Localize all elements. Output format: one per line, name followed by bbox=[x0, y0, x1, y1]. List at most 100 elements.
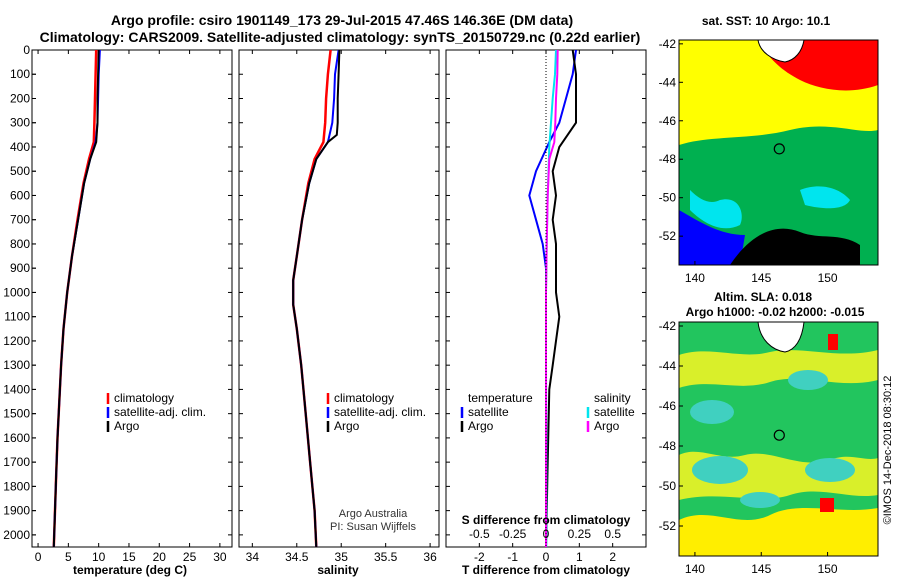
depth-tick-label: 900 bbox=[10, 261, 30, 275]
depth-tick-label: 600 bbox=[10, 188, 30, 202]
depth-tick-label: 1100 bbox=[4, 310, 30, 324]
x-tick-label: 2 bbox=[609, 550, 616, 564]
series-line bbox=[292, 49, 340, 548]
legend-label: satellite bbox=[594, 405, 635, 419]
map-y-tick-label: -42 bbox=[659, 37, 677, 51]
x-tick-label: 5 bbox=[65, 550, 72, 564]
depth-tick-label: 2000 bbox=[3, 528, 30, 542]
x-tick-label: 10 bbox=[92, 550, 106, 564]
altimetry-title-line1: Altim. SLA: 0.018 bbox=[714, 290, 812, 304]
map-y-tick-label: -48 bbox=[659, 152, 677, 166]
map-x-tick-label: 140 bbox=[685, 562, 705, 576]
series-line bbox=[52, 49, 98, 548]
altimetry-map bbox=[679, 322, 878, 556]
secondary-tick-label: 0.5 bbox=[604, 527, 621, 541]
salinity-difference-ticks: -0.5 -0.25 0 0.25 0.5 bbox=[469, 527, 621, 541]
depth-axis: 0 100 200 300 400 500 600 700 800 900 1000 1100 1200… bbox=[3, 43, 36, 542]
x-tick-label: 20 bbox=[153, 550, 167, 564]
map-y-tick-label: -44 bbox=[659, 75, 677, 89]
altimetry-map-axes: 140 145 150 -42 -44 -46 -48 -50 -52 bbox=[659, 319, 838, 576]
temperature-plot: 0 5 10 15 20 25 30 bbox=[32, 49, 232, 564]
altimetry-map-frame bbox=[678, 321, 879, 557]
sst-map-title: sat. SST: 10 Argo: 10.1 bbox=[702, 14, 831, 28]
map-y-tick-label: -50 bbox=[659, 191, 677, 205]
depth-tick-label: 1800 bbox=[3, 479, 30, 493]
series-line bbox=[545, 49, 577, 548]
legend-title: temperature bbox=[468, 391, 533, 405]
map-y-tick-label: -50 bbox=[659, 479, 677, 493]
legend-label: Argo bbox=[468, 419, 494, 433]
depth-tick-label: 500 bbox=[10, 164, 30, 178]
credit-line2: PI: Susan Wijffels bbox=[330, 521, 416, 533]
altimetry-title-line2: Argo h1000: -0.02 h2000: -0.015 bbox=[686, 305, 865, 319]
legend-label: climatology bbox=[334, 391, 394, 405]
depth-tick-label: 1700 bbox=[3, 455, 30, 469]
x-tick-label: 0 bbox=[543, 550, 550, 564]
x-tick-label: 34 bbox=[246, 550, 260, 564]
salinity-panel-frame bbox=[238, 49, 440, 548]
legend-label: Argo bbox=[114, 419, 140, 433]
map-x-tick-label: 150 bbox=[818, 271, 838, 285]
legend-title: salinity bbox=[594, 391, 631, 405]
legend-label: satellite bbox=[468, 405, 509, 419]
legend-label: Argo bbox=[334, 419, 360, 433]
map-x-tick-label: 145 bbox=[751, 271, 771, 285]
x-tick-label: 34.5 bbox=[285, 550, 309, 564]
sst-map bbox=[679, 40, 878, 265]
temperature-x-label: temperature (deg C) bbox=[73, 563, 187, 577]
map-y-tick-label: -42 bbox=[659, 319, 677, 333]
depth-tick-label: 800 bbox=[10, 237, 30, 251]
depth-tick-label: 1200 bbox=[3, 334, 30, 348]
map-x-tick-label: 145 bbox=[751, 562, 771, 576]
argo-position-marker-2 bbox=[773, 429, 785, 441]
secondary-tick-label: 0 bbox=[543, 527, 550, 541]
depth-tick-label: 1900 bbox=[3, 504, 30, 518]
depth-tick-label: 200 bbox=[10, 91, 30, 105]
map-y-tick-label: -52 bbox=[659, 229, 677, 243]
depth-tick-label: 1000 bbox=[3, 285, 30, 299]
x-tick-label: 35.5 bbox=[374, 550, 398, 564]
series-line bbox=[528, 49, 577, 547]
depth-tick-label: 0 bbox=[23, 43, 30, 57]
x-tick-label: 0 bbox=[35, 550, 42, 564]
secondary-tick-label: 0.25 bbox=[568, 527, 592, 541]
map-y-tick-label: -52 bbox=[659, 519, 677, 533]
salinity-difference-label: S difference from climatology bbox=[462, 513, 631, 527]
imos-stamp: ©IMOS 14-Dec-2018 08:30:12 bbox=[882, 376, 894, 525]
x-tick-label: 15 bbox=[122, 550, 136, 564]
depth-tick-label: 1600 bbox=[3, 431, 30, 445]
map-x-tick-label: 140 bbox=[685, 271, 705, 285]
secondary-tick-label: -0.25 bbox=[499, 527, 527, 541]
sst-map-frame bbox=[678, 39, 879, 266]
depth-tick-label: 400 bbox=[10, 140, 30, 154]
depth-tick-label: 300 bbox=[10, 116, 30, 130]
x-tick-label: -1 bbox=[507, 550, 518, 564]
series-line bbox=[292, 49, 341, 548]
salinity-x-label: salinity bbox=[317, 563, 359, 577]
difference-plot: -2 -1 0 1 2 bbox=[446, 49, 646, 564]
sst-map-axes: 140 145 150 -42 -44 -46 -48 -50 -52 bbox=[659, 37, 838, 285]
depth-tick-label: 1500 bbox=[3, 407, 30, 421]
salinity-plot: 34 34.5 35 35.5 36 bbox=[239, 49, 439, 564]
difference-x-label: T difference from climatology bbox=[462, 563, 630, 577]
legend-label: satellite-adj. clim. bbox=[334, 405, 426, 419]
map-y-tick-label: -48 bbox=[659, 439, 677, 453]
x-tick-label: -2 bbox=[474, 550, 485, 564]
figure-title-line2: Climatology: CARS2009. Satellite-adjuste… bbox=[40, 29, 641, 45]
depth-tick-label: 100 bbox=[10, 67, 30, 81]
argo-position-marker bbox=[773, 143, 785, 155]
series-line bbox=[52, 49, 101, 548]
depth-tick-label: 1400 bbox=[3, 382, 30, 396]
legend-label: Argo bbox=[594, 419, 620, 433]
depth-tick-label: 700 bbox=[10, 213, 30, 227]
legend-label: climatology bbox=[114, 391, 174, 405]
temperature-panel-frame bbox=[31, 49, 233, 548]
secondary-tick-label: -0.5 bbox=[469, 527, 490, 541]
series-line bbox=[52, 49, 100, 548]
x-tick-label: 35 bbox=[335, 550, 349, 564]
figure-title-line1: Argo profile: csiro 1901149_173 29-Jul-2… bbox=[111, 12, 573, 28]
map-y-tick-label: -46 bbox=[659, 399, 677, 413]
